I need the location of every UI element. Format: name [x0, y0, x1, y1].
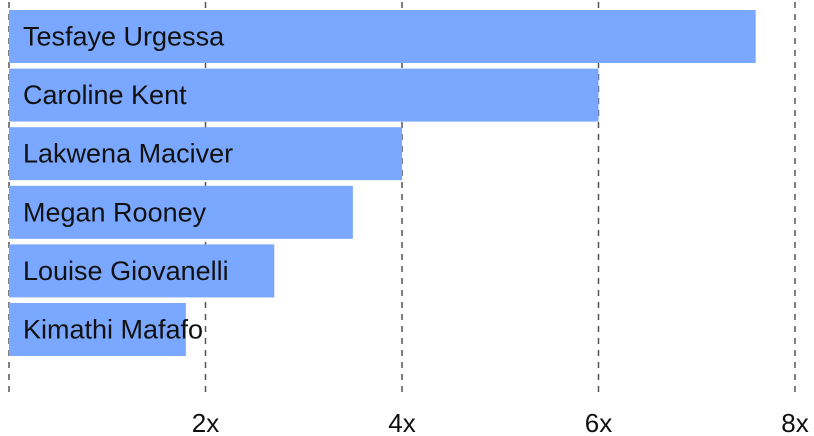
bar-lakwena-maciver — [9, 127, 402, 181]
bar-label-louise-giovanelli: Louise Giovanelli — [23, 256, 229, 286]
x-tick-label-6: 6x — [585, 408, 612, 436]
bar-kimathi-mafafo — [9, 303, 186, 356]
x-tick-label-4: 4x — [388, 408, 415, 436]
x-axis-ticks: 2x 4x 6x 8x — [192, 408, 809, 436]
bar-megan-rooney — [9, 185, 353, 239]
bars — [9, 10, 756, 356]
bar-label-caroline-kent: Caroline Kent — [23, 80, 187, 110]
bar-label-lakwena-maciver: Lakwena Maciver — [23, 139, 233, 169]
bar-label-tesfaye-urgessa: Tesfaye Urgessa — [23, 22, 225, 52]
bar-caroline-kent — [9, 68, 599, 122]
bar-label-megan-rooney: Megan Rooney — [23, 197, 207, 227]
bar-tesfaye-urgessa — [9, 10, 756, 63]
x-tick-label-8: 8x — [781, 408, 808, 436]
bar-louise-giovanelli — [9, 244, 275, 298]
bar-labels: Tesfaye Urgessa Caroline Kent Lakwena Maci… — [23, 22, 233, 345]
x-tick-label-2: 2x — [192, 408, 219, 436]
bar-label-kimathi-mafafo: Kimathi Mafafo — [23, 315, 203, 345]
